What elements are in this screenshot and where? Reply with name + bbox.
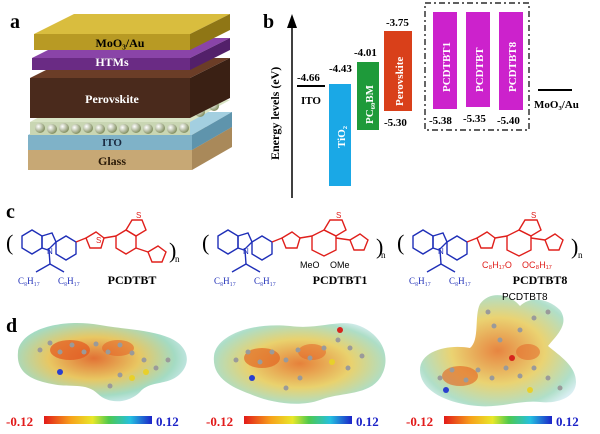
pcdtbt8-n-sub: n (578, 250, 583, 260)
structure-pcdtbt: ( ) (6, 219, 176, 273)
perovskite-bottom-value: -5.30 (384, 117, 407, 129)
svg-text:(: ( (6, 230, 13, 255)
svg-text:): ) (376, 234, 383, 259)
pcbm-value: -4.01 (354, 47, 377, 59)
colorbar-1 (44, 416, 152, 424)
pcdtbt8-oc8-left: C₈H₁₇O (482, 260, 512, 270)
pcdtbt-s-atom: S (96, 236, 101, 245)
energy-axis-label: Energy levels (eV) (268, 67, 282, 160)
pcdtbt1-ome: OMe (330, 260, 350, 270)
pcdtbt1-meo: MeO (300, 260, 320, 270)
pcdtbt-sidechain-right: C₈H₁₇ (58, 276, 80, 286)
moo3-label: MoO₃/Au (534, 99, 579, 111)
layer-perovskite-label: Perovskite (85, 92, 139, 106)
layer-glass-label: Glass (98, 154, 126, 168)
layer-ito-label: ITO (102, 137, 122, 149)
pcdtbt-sidechain-left: C₈H₁₇ (18, 276, 40, 286)
tio2-label: TiO₂ (336, 125, 348, 148)
ito-label: ITO (301, 95, 321, 107)
pcdtbt8-btd-s-atom: S (531, 211, 536, 220)
colorbar-1-min: -0.12 (6, 414, 33, 429)
pcdtbt-label: PCDTBT (474, 47, 486, 92)
esp-surface-pcdtbt8 (420, 295, 576, 407)
pcdtbt-n-sub: n (175, 254, 180, 264)
pcdtbt-bar (466, 12, 490, 107)
colorbar-1-max: 0.12 (156, 414, 179, 429)
tio2-value: -4.43 (329, 63, 352, 75)
colorbar-3-min: -0.12 (406, 414, 433, 429)
pcdtbt-homo: -5.35 (463, 113, 486, 125)
panel-label-b: b (263, 11, 274, 33)
pcdtbt1-homo: -5.38 (429, 115, 452, 127)
pcbm-label: PC₆₀BM (364, 84, 376, 124)
pcdtbt1-label: PCDTBT1 (441, 42, 453, 92)
pcdtbt8-n-atom: N (438, 247, 444, 256)
pcdtbt1-n-atom: N (243, 247, 249, 256)
pcdtbt-n-atom: N (47, 247, 53, 256)
panel-label-a: a (10, 11, 20, 33)
esp-overlay-label: PCDTBT8 (502, 292, 548, 303)
esp-surface-pcdtbt (17, 323, 187, 402)
svg-text:): ) (571, 234, 578, 259)
pcdtbt8-name: PCDTBT8 (513, 273, 568, 287)
pcbm-bar (357, 62, 379, 130)
perovskite-label: Perovskite (394, 57, 406, 106)
colorbar-2-min: -0.12 (206, 414, 233, 429)
ito-value: -4.66 (297, 72, 320, 84)
pcdtbt1-sidechain-left: C₈H₁₇ (214, 276, 236, 286)
pcdtbt1-btd-s-atom: S (336, 211, 341, 220)
layer-htm-label: HTMs (95, 55, 129, 69)
structure-pcdtbt1: ( ) (202, 219, 383, 273)
device-stack (28, 14, 232, 170)
pcdtbt-name: PCDTBT (108, 273, 157, 287)
perovskite-top-value: -3.75 (386, 17, 409, 29)
panel-label-d: d (6, 315, 17, 337)
axis-arrow-icon (287, 14, 297, 28)
pcdtbt1-sidechain-right: C₈H₁₇ (254, 276, 276, 286)
pcdtbt1-n-sub: n (381, 250, 386, 260)
htm-group-box (424, 2, 530, 131)
colorbar-2-max: 0.12 (356, 414, 379, 429)
svg-text:(: ( (202, 230, 209, 255)
structure-pcdtbt8: ( ) (397, 219, 578, 273)
colorbar-3 (444, 416, 552, 424)
pcdtbt8-label: PCDTBT8 (507, 41, 519, 92)
pcdtbt8-sidechain-right: C₈H₁₇ (449, 276, 471, 286)
panel-label-c: c (6, 201, 15, 223)
pcdtbt-btd-s-atom: S (136, 211, 141, 220)
colorbar-3-max: 0.12 (556, 414, 579, 429)
perovskite-bar (384, 31, 412, 111)
pcdtbt1-bar (433, 12, 457, 109)
pcdtbt8-oc8-right: OC₈H₁₇ (522, 260, 552, 270)
pcdtbt8-homo: -5.40 (497, 115, 520, 127)
svg-text:(: ( (397, 230, 404, 255)
pcdtbt8-bar (499, 12, 523, 110)
tio2-bar (329, 84, 351, 186)
pcdtbt8-sidechain-left: C₈H₁₇ (409, 276, 431, 286)
pcdtbt1-name: PCDTBT1 (313, 273, 368, 287)
layer-moo3-label: MoO₃/Au (96, 36, 145, 50)
colorbar-2 (244, 416, 352, 424)
svg-text:): ) (169, 238, 176, 263)
esp-surface-pcdtbt1 (213, 323, 386, 404)
